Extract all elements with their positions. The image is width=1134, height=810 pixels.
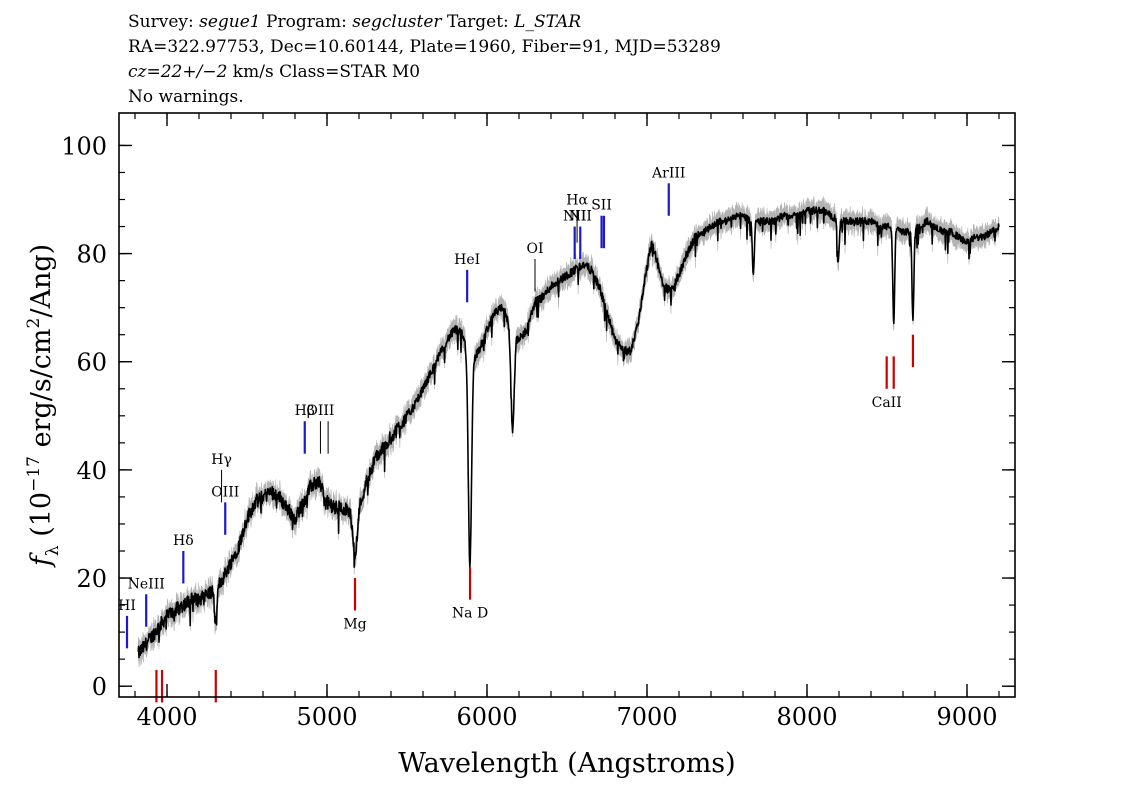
redshift-value: cz=22+/−2: [128, 62, 228, 82]
y-label-pre: (10: [26, 492, 57, 545]
absorption-line-label-3: Mg: [343, 616, 366, 632]
y-label-mid: erg/s/cm: [26, 328, 57, 456]
y-axis-label: fλ (10−17 erg/s/cm2/Ang): [24, 244, 63, 568]
survey-label: Survey:: [128, 12, 194, 32]
flux-series: [137, 206, 1000, 659]
x-tick-label: 7000: [616, 703, 677, 731]
program-value: segcluster: [352, 12, 442, 32]
line-markers: HINeIIIHδHγOIIIHβOIIIHeIOINIIHαNIISIIArI…: [118, 165, 915, 703]
emission-line-label-11: Hα: [566, 192, 588, 208]
y-tick-label: 20: [76, 565, 107, 593]
plot-frame: [118, 112, 1016, 698]
flux-line: [137, 206, 1000, 659]
survey-value: segue1: [199, 12, 261, 32]
emission-line-label-12: NII: [569, 209, 592, 225]
x-tick-label: 9000: [936, 703, 997, 731]
error-band: [137, 196, 1000, 668]
y-label-exp1: −17: [24, 456, 44, 492]
header-line-2: RA=322.97753, Dec=10.60144, Plate=1960, …: [128, 37, 721, 57]
emission-line-label-13: SII: [591, 198, 612, 214]
x-tick-label: 4000: [136, 703, 197, 731]
y-label-post: /Ang): [26, 244, 57, 318]
emission-line-label-4: OIII: [211, 484, 239, 500]
emission-line-label-6: OIII: [306, 403, 334, 419]
y-tick-label: 0: [92, 673, 107, 701]
header-line-4: No warnings.: [128, 87, 244, 107]
emission-line-label-3: Hγ: [211, 452, 232, 468]
y-label-exp2: 2: [24, 318, 44, 329]
y-tick-label: 100: [61, 132, 107, 160]
x-tick-label: 5000: [296, 703, 357, 731]
y-label-sub: λ: [43, 545, 63, 556]
y-label-f: f: [26, 552, 57, 568]
absorption-line-label-4: Na D: [452, 606, 488, 622]
emission-line-label-10: NII: [563, 209, 586, 225]
emission-line-label-2: Hδ: [173, 533, 194, 549]
axes: 4000 5000 6000 7000 8000 9000 0 20 40 60 80 100: [61, 112, 1016, 731]
emission-line-label-0: HI: [118, 598, 136, 614]
header-line-3: cz=22+/−2 km/s Class=STAR M0: [128, 62, 420, 82]
y-tick-label: 60: [76, 349, 107, 377]
class-value: km/s Class=STAR M0: [227, 62, 421, 82]
target-label: Target:: [446, 12, 509, 32]
header-line-1: Survey: segue1 Program: segcluster Targe…: [128, 12, 581, 32]
y-tick-label: 80: [76, 241, 107, 269]
x-tick-label: 6000: [456, 703, 517, 731]
emission-line-label-9: OI: [526, 241, 543, 257]
emission-line-label-8: HeI: [454, 252, 480, 268]
emission-line-label-5: Hβ: [295, 403, 315, 419]
program-label: Program:: [266, 12, 347, 32]
emission-line-label-15: ArIII: [651, 165, 685, 181]
y-tick-label: 40: [76, 457, 107, 485]
target-value: L_STAR: [514, 12, 582, 32]
x-tick-label: 8000: [776, 703, 837, 731]
x-axis-label: Wavelength (Angstroms): [398, 748, 735, 779]
absorption-line-label-5: CaII: [872, 395, 902, 411]
error-band-area: [137, 196, 1000, 668]
emission-line-label-1: NeIII: [128, 576, 165, 592]
